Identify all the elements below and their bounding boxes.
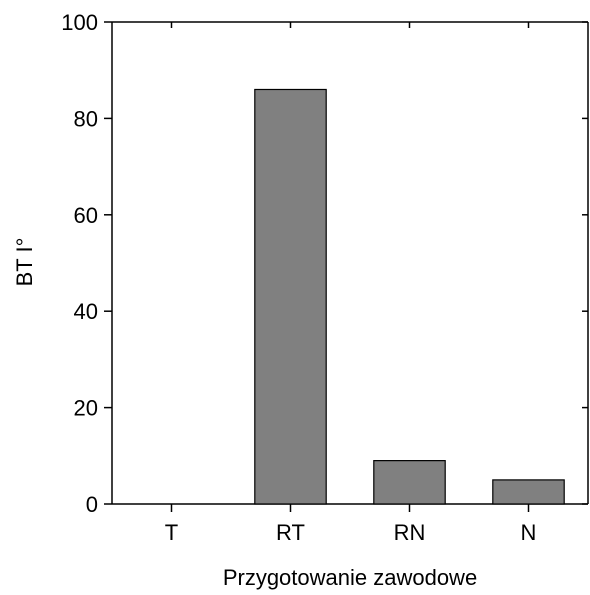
y-tick-label-80: 80 bbox=[74, 106, 98, 131]
y-tick-label-0: 0 bbox=[86, 492, 98, 517]
x-tick-label-N: N bbox=[521, 520, 537, 545]
x-axis-title: Przygotowanie zawodowe bbox=[223, 565, 477, 590]
y-axis-ticks: 0 20 40 60 80 100 bbox=[61, 10, 588, 517]
x-axis-ticks: T RT RN N bbox=[165, 22, 537, 545]
y-tick-label-20: 20 bbox=[74, 396, 98, 421]
y-tick-label-100: 100 bbox=[61, 10, 98, 35]
x-tick-label-RN: RN bbox=[394, 520, 426, 545]
bar-N bbox=[492, 479, 565, 505]
y-tick-label-40: 40 bbox=[74, 299, 98, 324]
plot-frame bbox=[111, 21, 589, 505]
bars bbox=[254, 88, 565, 505]
y-axis-title: BT I° bbox=[12, 238, 37, 287]
x-tick-label-T: T bbox=[165, 520, 178, 545]
bar-RT bbox=[254, 88, 327, 505]
bar-RN bbox=[373, 460, 446, 505]
y-tick-label-60: 60 bbox=[74, 203, 98, 228]
x-tick-label-RT: RT bbox=[276, 520, 305, 545]
